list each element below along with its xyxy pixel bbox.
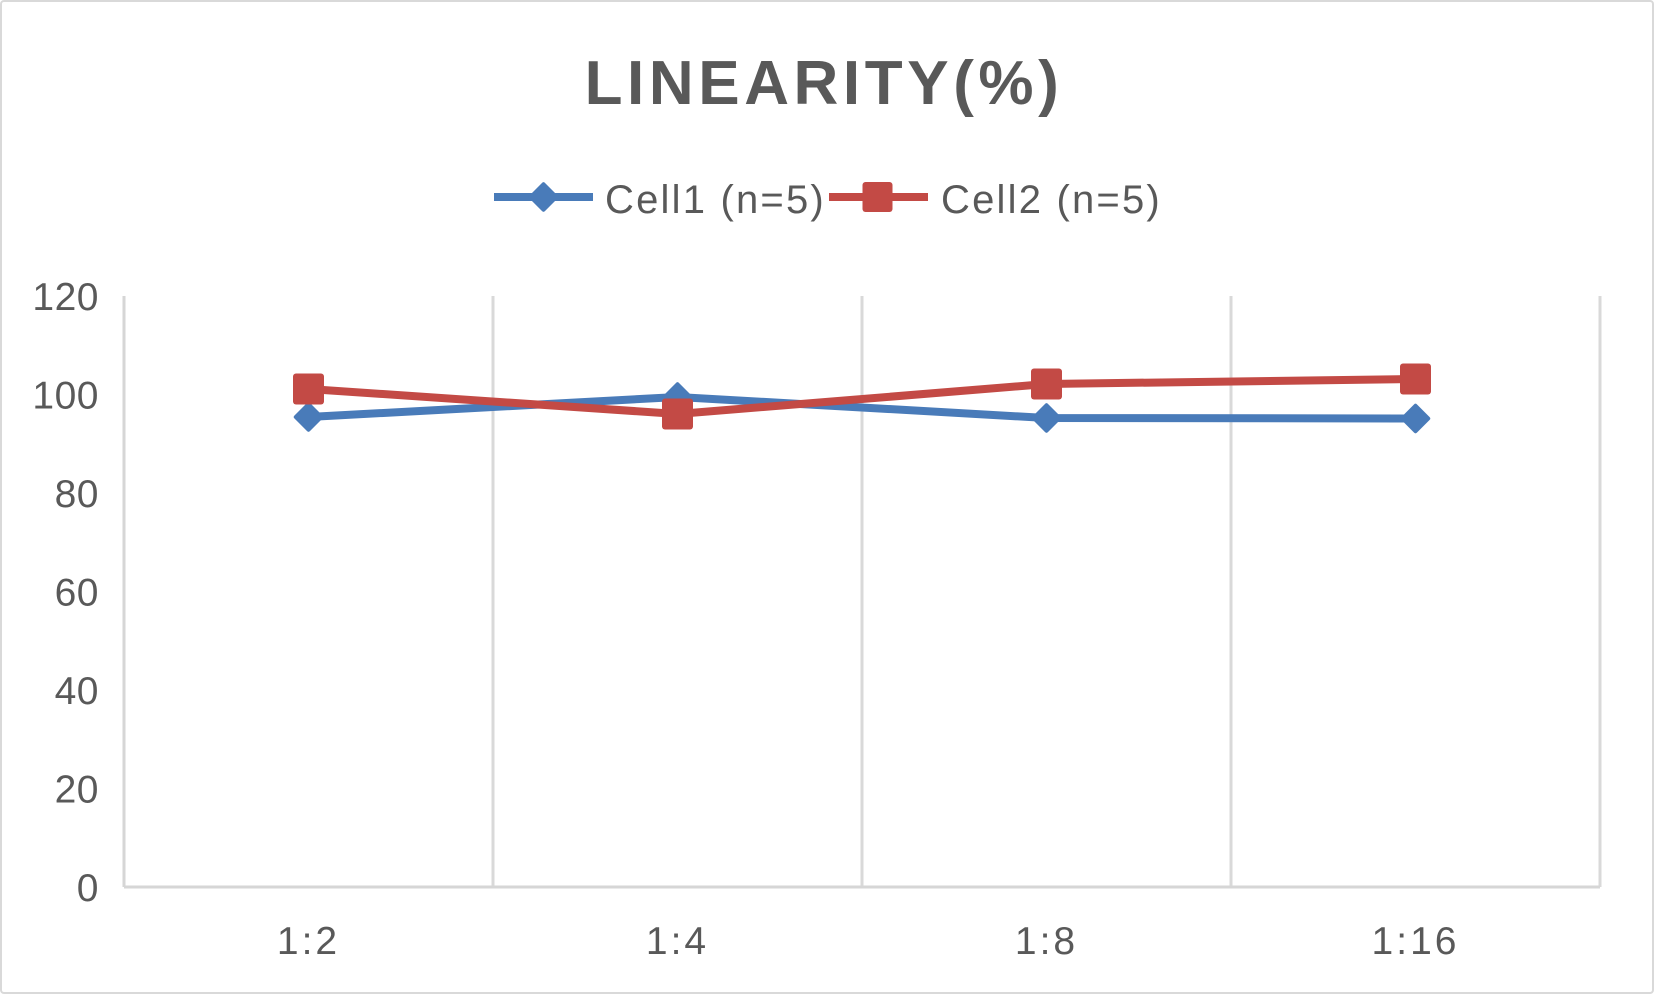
svg-text:1:8: 1:8 bbox=[1015, 920, 1078, 963]
svg-text:120: 120 bbox=[32, 276, 99, 319]
svg-text:60: 60 bbox=[55, 572, 99, 615]
svg-text:0: 0 bbox=[77, 867, 99, 910]
svg-text:1:4: 1:4 bbox=[646, 920, 709, 963]
svg-text:LINEARITY(%): LINEARITY(%) bbox=[585, 49, 1064, 118]
svg-text:40: 40 bbox=[55, 670, 99, 713]
svg-text:Cell1 (n=5): Cell1 (n=5) bbox=[605, 178, 826, 222]
svg-text:1:16: 1:16 bbox=[1372, 920, 1460, 963]
svg-text:20: 20 bbox=[55, 769, 99, 812]
svg-text:80: 80 bbox=[55, 473, 99, 516]
svg-text:Cell2 (n=5): Cell2 (n=5) bbox=[941, 178, 1162, 222]
svg-text:100: 100 bbox=[32, 375, 99, 418]
svg-text:1:2: 1:2 bbox=[277, 920, 340, 963]
